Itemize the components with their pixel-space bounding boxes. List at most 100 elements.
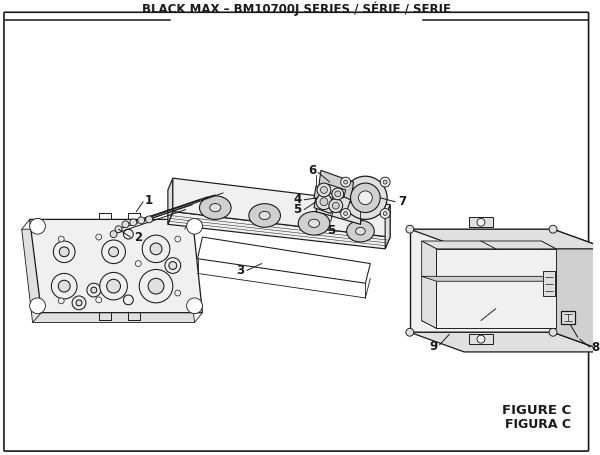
Polygon shape bbox=[469, 217, 493, 227]
Circle shape bbox=[91, 287, 97, 293]
Polygon shape bbox=[561, 311, 575, 324]
Ellipse shape bbox=[199, 196, 231, 219]
Polygon shape bbox=[410, 229, 553, 332]
Circle shape bbox=[122, 221, 129, 228]
Ellipse shape bbox=[356, 228, 365, 235]
Polygon shape bbox=[553, 229, 600, 352]
Circle shape bbox=[344, 212, 347, 216]
Circle shape bbox=[96, 297, 102, 303]
Polygon shape bbox=[422, 241, 436, 329]
Text: 8: 8 bbox=[592, 342, 600, 354]
Circle shape bbox=[187, 218, 202, 234]
Polygon shape bbox=[321, 189, 350, 214]
Circle shape bbox=[58, 236, 64, 242]
Polygon shape bbox=[168, 212, 390, 249]
Circle shape bbox=[358, 191, 373, 205]
Circle shape bbox=[124, 229, 133, 239]
Circle shape bbox=[477, 335, 485, 343]
Circle shape bbox=[383, 180, 387, 184]
Ellipse shape bbox=[210, 203, 221, 212]
Circle shape bbox=[87, 283, 101, 297]
Circle shape bbox=[332, 188, 344, 200]
Circle shape bbox=[169, 262, 177, 269]
Polygon shape bbox=[422, 276, 556, 281]
Circle shape bbox=[320, 198, 328, 206]
Polygon shape bbox=[318, 170, 353, 203]
Circle shape bbox=[341, 177, 350, 187]
Circle shape bbox=[350, 183, 380, 212]
Circle shape bbox=[76, 300, 82, 306]
Polygon shape bbox=[173, 178, 390, 237]
Circle shape bbox=[335, 191, 341, 197]
Circle shape bbox=[380, 177, 390, 187]
Polygon shape bbox=[197, 237, 370, 283]
Circle shape bbox=[380, 208, 390, 218]
Circle shape bbox=[320, 187, 328, 193]
Circle shape bbox=[58, 280, 70, 292]
Circle shape bbox=[549, 329, 557, 336]
Circle shape bbox=[383, 212, 387, 216]
Circle shape bbox=[59, 247, 69, 257]
Circle shape bbox=[344, 180, 347, 184]
Circle shape bbox=[29, 298, 46, 313]
Polygon shape bbox=[168, 178, 173, 224]
Polygon shape bbox=[314, 186, 334, 204]
FancyBboxPatch shape bbox=[4, 12, 589, 451]
Polygon shape bbox=[410, 332, 600, 352]
Polygon shape bbox=[543, 272, 555, 296]
Polygon shape bbox=[29, 219, 202, 313]
Circle shape bbox=[316, 194, 332, 210]
Circle shape bbox=[142, 235, 170, 263]
Text: FIGURA C: FIGURA C bbox=[505, 418, 571, 431]
Polygon shape bbox=[410, 229, 600, 249]
Polygon shape bbox=[422, 241, 541, 320]
Circle shape bbox=[329, 199, 343, 212]
Ellipse shape bbox=[259, 212, 270, 220]
Circle shape bbox=[52, 273, 77, 299]
Text: 6: 6 bbox=[308, 164, 316, 177]
Circle shape bbox=[29, 218, 46, 234]
Circle shape bbox=[110, 231, 117, 238]
Circle shape bbox=[165, 258, 181, 273]
Text: 4: 4 bbox=[293, 193, 301, 206]
Polygon shape bbox=[469, 334, 493, 344]
Text: 7: 7 bbox=[398, 195, 406, 208]
Circle shape bbox=[477, 218, 485, 226]
Circle shape bbox=[175, 290, 181, 296]
Circle shape bbox=[135, 261, 141, 267]
Ellipse shape bbox=[249, 204, 280, 227]
Circle shape bbox=[72, 296, 86, 310]
Polygon shape bbox=[422, 320, 556, 329]
Circle shape bbox=[549, 225, 557, 233]
Circle shape bbox=[175, 236, 181, 242]
Circle shape bbox=[115, 226, 122, 233]
Ellipse shape bbox=[347, 220, 374, 242]
Ellipse shape bbox=[298, 212, 330, 235]
Circle shape bbox=[107, 279, 121, 293]
Circle shape bbox=[58, 298, 64, 304]
Text: 5: 5 bbox=[327, 224, 335, 238]
Circle shape bbox=[406, 225, 414, 233]
Circle shape bbox=[109, 247, 119, 257]
Circle shape bbox=[406, 329, 414, 336]
Circle shape bbox=[139, 269, 173, 303]
Polygon shape bbox=[385, 205, 390, 249]
Text: 1: 1 bbox=[145, 194, 153, 207]
Circle shape bbox=[102, 240, 125, 263]
Circle shape bbox=[187, 298, 202, 313]
Circle shape bbox=[148, 278, 164, 294]
Polygon shape bbox=[314, 196, 334, 213]
Ellipse shape bbox=[308, 219, 320, 228]
Circle shape bbox=[146, 216, 152, 223]
Text: 5: 5 bbox=[293, 203, 301, 216]
Polygon shape bbox=[422, 241, 556, 249]
Circle shape bbox=[150, 243, 162, 255]
Circle shape bbox=[341, 208, 350, 218]
Text: 2: 2 bbox=[134, 231, 142, 243]
Polygon shape bbox=[541, 241, 556, 329]
Polygon shape bbox=[316, 180, 365, 224]
Polygon shape bbox=[326, 184, 346, 198]
Circle shape bbox=[317, 183, 331, 197]
Text: 3: 3 bbox=[236, 264, 244, 277]
Circle shape bbox=[100, 273, 127, 300]
